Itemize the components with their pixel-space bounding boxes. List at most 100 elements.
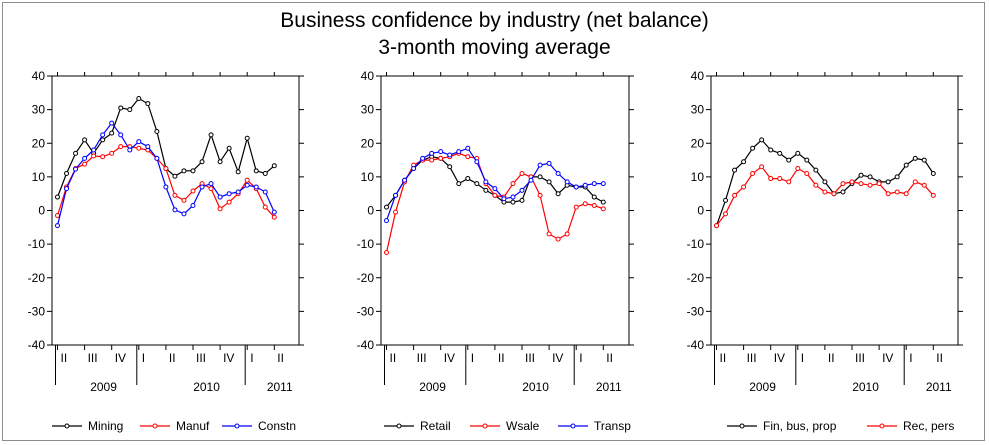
data-point — [813, 167, 819, 173]
data-point — [163, 165, 169, 171]
data-point — [145, 101, 151, 107]
data-point — [591, 181, 597, 187]
data-point — [181, 168, 187, 174]
legend-label: Retail — [420, 419, 451, 433]
data-point — [271, 209, 277, 215]
y-tick-label: 20 — [361, 136, 375, 150]
quarter-label: IV — [774, 351, 785, 365]
data-point — [591, 194, 597, 200]
data-point — [759, 164, 765, 170]
quarter-label: III — [855, 351, 865, 365]
data-point — [582, 201, 588, 207]
data-point — [786, 157, 792, 163]
data-point — [840, 189, 846, 195]
data-point — [118, 144, 124, 150]
year-label: 2011 — [596, 380, 622, 394]
data-point — [492, 186, 498, 192]
data-point — [492, 192, 498, 198]
data-point — [573, 204, 579, 210]
y-tick-label: 0 — [367, 204, 374, 218]
data-point — [91, 147, 97, 153]
data-point — [849, 179, 855, 185]
data-point — [732, 167, 738, 173]
data-point — [519, 187, 525, 193]
y-tick-label: 20 — [32, 136, 46, 150]
y-tick-label: 30 — [691, 103, 705, 117]
data-point — [564, 231, 570, 237]
data-point — [438, 155, 444, 161]
data-point — [172, 207, 178, 213]
data-point — [163, 184, 169, 190]
data-point — [55, 223, 60, 229]
quarter-label: III — [196, 351, 206, 365]
data-point — [555, 236, 561, 242]
data-point — [190, 168, 196, 174]
quarter-label: II — [277, 351, 284, 365]
series-line-retail — [386, 156, 604, 208]
data-point — [867, 182, 873, 188]
data-point — [573, 184, 579, 190]
quarter-label: I — [579, 351, 582, 365]
quarter-label: I — [471, 351, 474, 365]
data-point — [172, 192, 178, 198]
y-tick-label: 10 — [32, 170, 46, 184]
data-point — [127, 107, 133, 113]
data-point — [181, 211, 187, 217]
quarter-label: II — [606, 351, 613, 365]
data-point — [921, 182, 927, 188]
data-point — [750, 145, 756, 151]
data-point — [109, 130, 115, 136]
y-tick-label: -10 — [28, 237, 46, 251]
data-point — [217, 206, 223, 212]
legend-swatch-marker — [152, 423, 158, 429]
data-point — [912, 179, 918, 185]
data-point — [483, 179, 489, 185]
data-point — [262, 189, 268, 195]
quarter-label: IV — [882, 351, 893, 365]
data-point — [555, 191, 561, 197]
data-point — [82, 161, 88, 167]
quarter-label: III — [525, 351, 535, 365]
series-line-constn — [56, 122, 275, 226]
data-point — [438, 149, 444, 155]
data-point — [867, 174, 873, 180]
y-tick-label: 40 — [32, 69, 46, 83]
quarter-label: II — [61, 351, 68, 365]
data-point — [100, 154, 106, 160]
data-point — [235, 169, 241, 175]
data-point — [244, 135, 250, 141]
data-point — [795, 150, 801, 156]
quarter-label: I — [909, 351, 912, 365]
y-tick-label: -40 — [687, 338, 705, 352]
data-point — [208, 181, 214, 187]
data-point — [564, 179, 570, 185]
data-point — [555, 171, 561, 177]
data-point — [903, 191, 909, 197]
data-point — [474, 181, 480, 187]
data-point — [384, 204, 389, 210]
figure-subtitle: 3-month moving average — [378, 36, 611, 59]
data-point — [831, 191, 837, 197]
year-label: 2009 — [90, 380, 117, 394]
data-point — [777, 150, 783, 156]
y-tick-label: 40 — [361, 69, 375, 83]
data-point — [136, 145, 142, 151]
data-point — [136, 96, 142, 102]
data-point — [190, 188, 196, 194]
data-point — [118, 132, 124, 138]
data-point — [600, 206, 606, 212]
data-point — [262, 171, 268, 177]
data-point — [253, 184, 259, 190]
quarter-label: I — [250, 351, 253, 365]
data-point — [474, 159, 480, 165]
quarter-label: II — [936, 351, 943, 365]
y-tick-label: 40 — [691, 69, 705, 83]
data-point — [208, 186, 214, 192]
legend-label: Rec, pers — [903, 419, 954, 433]
y-tick-label: 10 — [361, 170, 375, 184]
data-point — [136, 139, 142, 145]
legend-label: Fin, bus, prop — [763, 419, 837, 433]
data-point — [894, 174, 900, 180]
